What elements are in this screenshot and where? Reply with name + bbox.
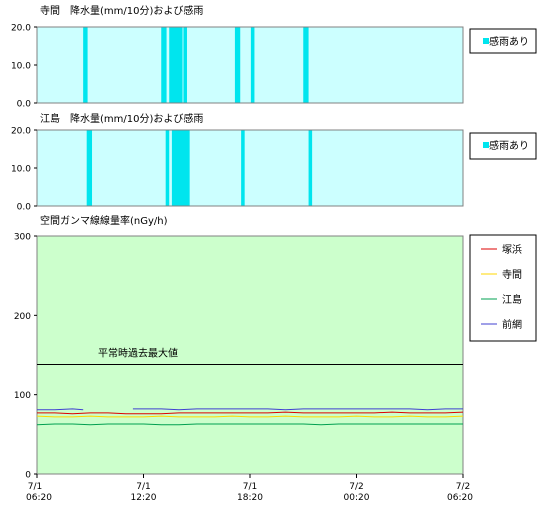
y-axis-ticks: 0.0 10.0 20.0 xyxy=(11,24,37,110)
x-tick-date-label: 7/2 xyxy=(349,482,363,492)
rain-detected-bar xyxy=(308,130,313,206)
rain-detected-bar xyxy=(165,130,170,206)
legend-label: 感雨あり xyxy=(489,35,529,48)
y-tick-label: 0.0 xyxy=(17,100,32,110)
series-line-江島 xyxy=(36,423,463,426)
legend-entry-label: 寺間 xyxy=(502,269,522,281)
rain-chart-title: 寺間 降水量(mm/10分)および感雨 xyxy=(40,4,203,17)
legend-box xyxy=(469,28,537,54)
series-line-塚浜 xyxy=(37,411,464,415)
reference-line-label: 平常時過去最大値 xyxy=(98,347,178,360)
x-tick-time-label: 06:20 xyxy=(26,493,52,503)
x-tick-date-label: 7/1 xyxy=(28,482,42,492)
legend-swatch xyxy=(483,142,489,148)
rain-detected-bar xyxy=(171,130,190,206)
rain-detected-bar xyxy=(234,27,241,103)
y-tick-label: 10.0 xyxy=(11,62,31,72)
y-tick-label: 0 xyxy=(25,471,31,481)
legend-entry-label: 塚浜 xyxy=(502,244,522,256)
y-tick-label: 0.0 xyxy=(17,203,32,213)
legend: 感雨あり xyxy=(469,132,537,160)
rain-bars xyxy=(83,27,309,103)
rain-detected-bar xyxy=(161,27,167,103)
rain-detected-bar xyxy=(86,130,93,206)
rain-chart-enoshima: 江島 降水量(mm/10分)および感雨 0.0 10.0 20.0 感雨あり xyxy=(11,112,537,213)
y-axis-ticks: 0.0 10.0 20.0 xyxy=(11,127,37,213)
series-lines xyxy=(36,408,464,426)
x-tick-date-label: 7/2 xyxy=(456,482,470,492)
rain-detected-bar xyxy=(83,27,88,103)
rain-chart-terama: 寺間 降水量(mm/10分)および感雨 0.0 10.0 20.0 感雨あり xyxy=(11,4,537,110)
x-tick-date-label: 7/1 xyxy=(136,482,150,492)
x-tick-time-label: 18:20 xyxy=(237,493,263,503)
x-tick-date-label: 7/1 xyxy=(243,482,257,492)
rain-detected-bar xyxy=(169,27,183,103)
series-line-寺間 xyxy=(36,415,464,418)
x-axis-ticks: 7/106:207/112:207/118:207/200:207/206:20 xyxy=(26,474,473,503)
legend-box xyxy=(469,132,537,160)
y-tick-label: 20.0 xyxy=(11,24,31,34)
legend-label: 感雨あり xyxy=(489,139,529,152)
series-line-前網 xyxy=(132,408,463,411)
reference-line: 平常時過去最大値 xyxy=(37,347,463,366)
legend-box xyxy=(469,234,537,342)
y-tick-label: 10.0 xyxy=(11,165,31,175)
y-tick-label: 200 xyxy=(14,312,31,322)
plot-area xyxy=(36,26,464,104)
gamma-chart-title: 空間ガンマ線線量率(nGy/h) xyxy=(40,214,168,227)
x-tick-time-label: 00:20 xyxy=(344,493,370,503)
gamma-chart: 空間ガンマ線線量率(nGy/h) 平常時過去最大値 0 100 200 300 7/1… xyxy=(14,214,537,503)
legend-swatch xyxy=(483,38,489,44)
series-line-前網 xyxy=(37,408,84,411)
rain-detected-bar xyxy=(183,27,187,103)
rain-detected-bar xyxy=(250,27,255,103)
rain-detected-bar xyxy=(241,130,245,206)
legend-entry-label: 前網 xyxy=(502,318,522,331)
legend-entry-label: 江島 xyxy=(502,293,522,306)
x-tick-time-label: 12:20 xyxy=(131,493,157,503)
y-tick-label: 20.0 xyxy=(11,127,31,137)
rain-chart-title: 江島 降水量(mm/10分)および感雨 xyxy=(40,112,203,125)
y-tick-label: 300 xyxy=(14,233,31,243)
legend: 感雨あり xyxy=(469,28,537,54)
rain-bars xyxy=(86,130,313,206)
y-tick-label: 100 xyxy=(14,391,31,401)
x-tick-time-label: 06:20 xyxy=(447,493,473,503)
plot-area xyxy=(36,235,464,475)
plot-area xyxy=(36,129,464,207)
rain-detected-bar xyxy=(303,27,309,103)
y-axis-ticks: 0 100 200 300 xyxy=(14,233,37,481)
